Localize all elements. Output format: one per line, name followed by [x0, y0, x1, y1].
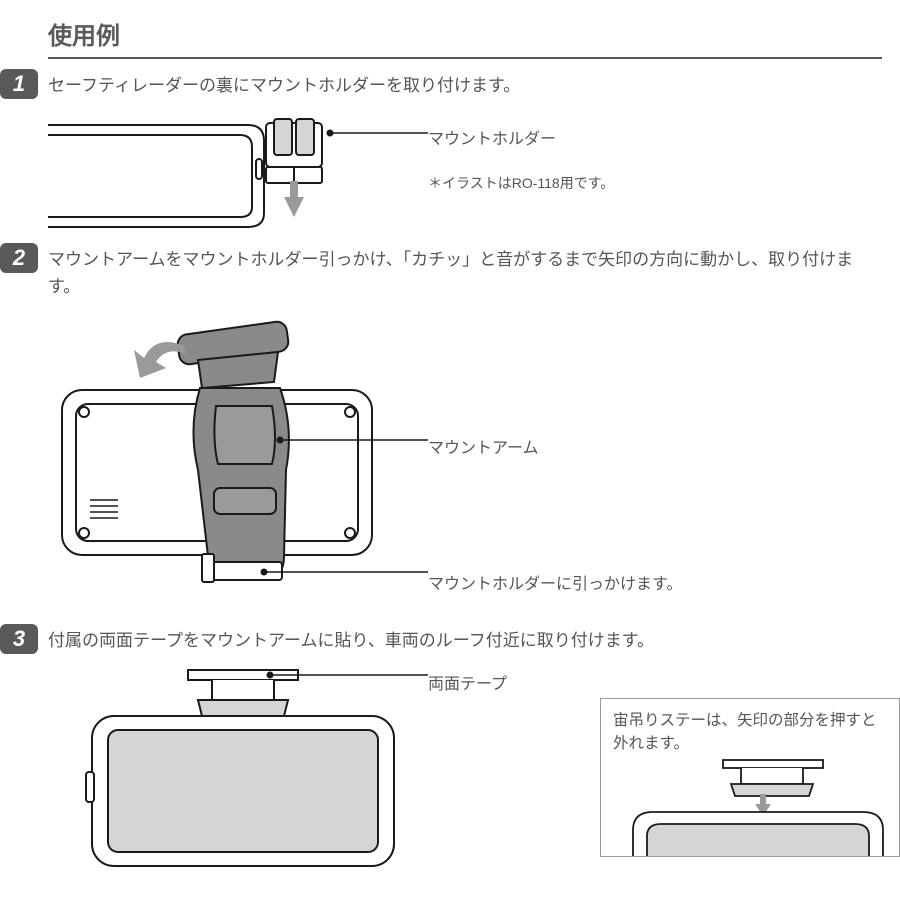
inset-figure: [613, 756, 889, 856]
step-text: マウントアームをマウントホルダー引っかけ、「カチッ」と音がするまで矢印の方向に動…: [48, 247, 882, 300]
section-title: 使用例: [48, 16, 882, 59]
step-number-badge: 3: [0, 624, 38, 654]
step-text: セーフティレーダーの裏にマウントホルダーを取り付けます。: [48, 73, 882, 99]
label-tape: 両面テープ: [428, 670, 507, 694]
label-mount-holder: マウントホルダー: [428, 125, 614, 149]
step-number-badge: 1: [0, 69, 38, 99]
figure-caption: ＊イラストはRO-118用です。: [428, 173, 614, 193]
step-2: 2 マウントアームをマウントホルダー引っかけ、「カチッ」と音がするまで矢印の方向…: [48, 247, 882, 610]
inset-text: 宙吊りステーは、矢印の部分を押すと外れます。: [613, 709, 887, 756]
label-hook: マウントホルダーに引っかけます。: [428, 570, 682, 594]
step-number-badge: 2: [0, 243, 38, 273]
figure-1: [48, 109, 428, 229]
step-text: 付属の両面テープをマウントアームに貼り、車両のルーフ付近に取り付けます。: [48, 628, 882, 654]
step-1: 1 セーフティレーダーの裏にマウントホルダーを取り付けます。: [48, 73, 882, 229]
label-mount-arm: マウントアーム: [428, 434, 682, 458]
figure-2: [48, 310, 428, 610]
figure-3: [48, 664, 428, 874]
inset-note: 宙吊りステーは、矢印の部分を押すと外れます。: [600, 698, 900, 857]
